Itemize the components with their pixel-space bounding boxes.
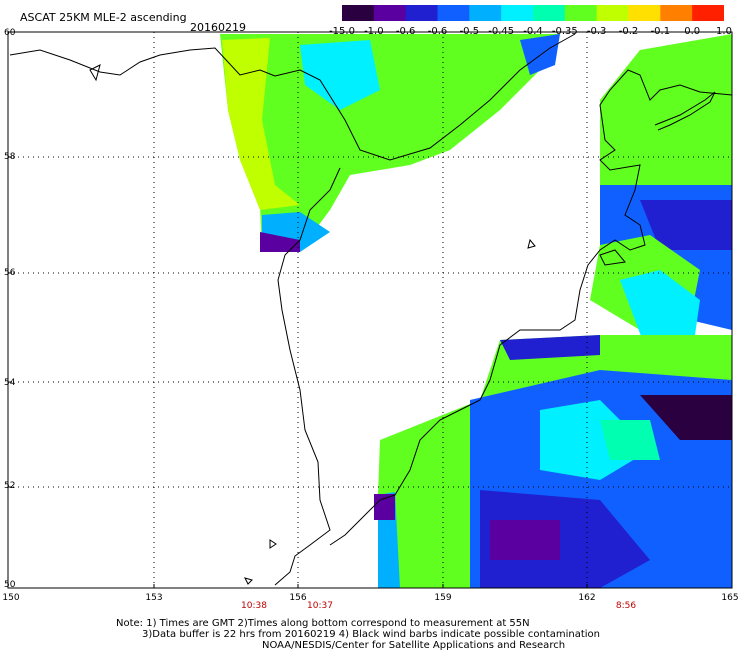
colorbar-segment: [469, 5, 502, 21]
swath-region: [480, 490, 650, 588]
swath-region: [300, 40, 380, 110]
product-date: 20160219: [190, 21, 246, 34]
map-frame: [7, 31, 733, 589]
coastline: [269, 539, 277, 549]
colorbar-segment: [692, 5, 724, 21]
swath-region: [220, 34, 560, 252]
swath-region: [222, 38, 300, 210]
colorbar-segment: [405, 5, 438, 21]
swath-region: [490, 520, 560, 560]
swath-region: [260, 232, 300, 252]
pass-time: 10:37: [307, 601, 333, 611]
graticule: [8, 32, 732, 588]
colorbar-segment: [501, 5, 534, 21]
swath-region: [520, 34, 560, 75]
colorbar-segment: [564, 5, 598, 21]
coastline: [527, 238, 536, 249]
coastline: [274, 167, 341, 586]
colorbar-segment: [342, 5, 375, 21]
colorbar: [342, 5, 724, 21]
pass-time: 10:38: [241, 601, 267, 611]
colorbar-segment: [628, 5, 661, 21]
lon-label: 156: [289, 593, 307, 603]
swath-region: [500, 335, 600, 360]
lon-label: 162: [578, 593, 596, 603]
colorbar-segment: [437, 5, 470, 21]
coastline: [329, 69, 733, 546]
lat-label: 52: [4, 481, 16, 491]
coastline: [599, 249, 626, 266]
colorbar-segment: [533, 5, 566, 21]
coastline: [654, 91, 716, 131]
swath-region: [600, 420, 660, 460]
colorbar-segment: [660, 5, 693, 21]
lat-label: 58: [4, 152, 16, 162]
colorbar-segment: [596, 5, 629, 21]
lat-label: 50: [4, 580, 16, 590]
swath-region: [600, 34, 732, 185]
swath-region: [640, 395, 732, 440]
pass-time: 8:56: [615, 601, 637, 611]
footer-note-1: Note: 1) Times are GMT 2)Times along bot…: [116, 618, 530, 629]
lat-label: 54: [4, 378, 16, 388]
coastline: [244, 577, 253, 585]
coastline: [274, 33, 576, 161]
product-title: ASCAT 25KM MLE-2 ascending: [20, 11, 187, 24]
lon-label: 153: [145, 593, 163, 603]
swath-region: [374, 494, 395, 520]
lon-label: 159: [434, 593, 452, 603]
footer-note-2: 3)Data buffer is 22 hrs from 20160219 4)…: [142, 629, 600, 640]
lon-label: 165: [721, 593, 739, 603]
lat-label: 60: [4, 28, 16, 38]
lon-label: 150: [2, 593, 20, 603]
footer-note-3: NOAA/NESDIS/Center for Satellite Applica…: [262, 640, 566, 651]
coastlines: [9, 33, 733, 586]
swath-data: [220, 34, 732, 588]
coastline: [89, 64, 101, 82]
colorbar-segment: [373, 5, 407, 21]
coastline: [9, 47, 276, 77]
swath-region: [640, 200, 732, 250]
lat-label: 56: [4, 268, 16, 278]
